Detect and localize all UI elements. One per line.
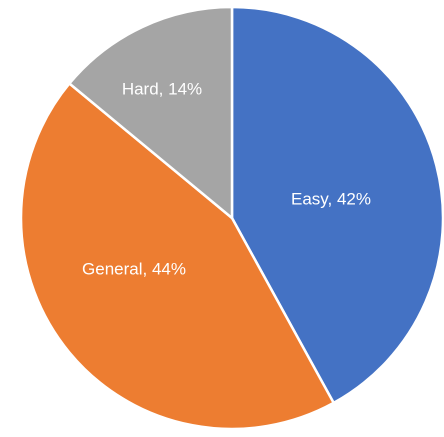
pie-slices	[19, 5, 444, 431]
pie-slice-easy	[230, 5, 444, 405]
pie-label-general: General, 44%	[82, 259, 186, 278]
pie-slice-hard	[68, 5, 234, 220]
pie-label-easy: Easy, 42%	[291, 189, 371, 208]
pie-slice-general	[19, 82, 335, 431]
pie-labels: Easy, 42% General, 44% Hard, 14%	[82, 79, 371, 278]
pie-label-hard: Hard, 14%	[122, 79, 202, 98]
